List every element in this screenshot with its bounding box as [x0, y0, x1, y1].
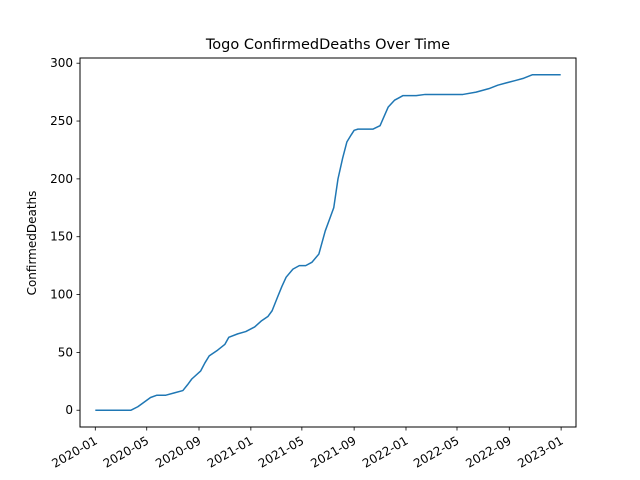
x-axis: 2020-01 2020-05 2020-09 2021-01 2021-05 2021-…: [49, 427, 566, 471]
x-tick-label: 2022-01: [360, 433, 410, 470]
y-tick-label: 150: [50, 230, 73, 244]
plot-frame: [79, 57, 577, 428]
series-layer: [95, 74, 561, 411]
x-tick-label: 2022-09: [463, 433, 513, 470]
x-tick-label: 2021-01: [205, 433, 255, 470]
series-line-1: [95, 74, 561, 411]
y-tick-label: 0: [65, 403, 73, 417]
x-tick-label: 2023-01: [515, 433, 565, 470]
y-tick-label: 200: [50, 172, 73, 186]
y-tick-label: 50: [58, 345, 73, 359]
y-tick-label: 100: [50, 288, 73, 302]
y-tick-label: 300: [50, 56, 73, 70]
x-tick-label: 2021-05: [256, 433, 306, 470]
x-tick-label: 2022-05: [411, 433, 461, 470]
y-tick-label: 250: [50, 114, 73, 128]
x-tick-label: 2021-09: [308, 433, 358, 470]
y-axis: 0 50 100 150 200 250 300: [50, 56, 80, 417]
x-tick-label: 2020-05: [101, 433, 151, 470]
chart-title: Togo ConfirmedDeaths Over Time: [205, 37, 450, 53]
x-tick-label: 2020-09: [153, 433, 203, 470]
x-tick-label: 2020-01: [49, 433, 99, 470]
y-axis-label: ConfirmedDeaths: [25, 191, 39, 296]
